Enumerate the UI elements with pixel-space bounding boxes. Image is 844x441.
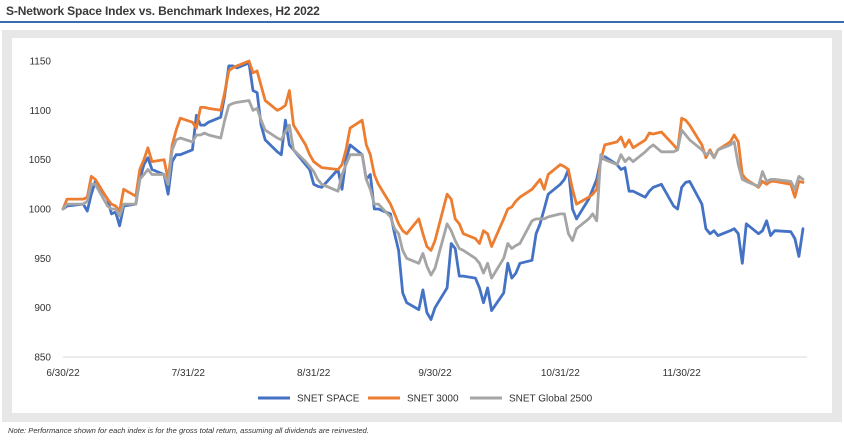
chart-panel: 850 900 950 1000 1050 1100 1150 6/30/22 7/31/22…: [2, 30, 842, 422]
series-line-snet-global-2500: [61, 99, 805, 280]
x-tick-label: 6/30/22: [46, 368, 80, 379]
series-lines: [61, 59, 805, 321]
x-axis: 6/30/22 7/31/22 8/31/22 9/30/22 10/31/22 11/3…: [46, 368, 701, 379]
y-tick-label: 1000: [29, 205, 52, 216]
y-tick-label: 1050: [29, 155, 52, 166]
legend-item-snet-global-2500: SNET Global 2500: [470, 394, 593, 405]
legend-item-snet-3000: SNET 3000: [368, 394, 459, 405]
legend-label-snet-3000: SNET 3000: [407, 394, 459, 405]
legend-label-snet-global-2500: SNET Global 2500: [509, 394, 593, 405]
x-tick-label: 7/31/22: [172, 368, 206, 379]
title-rule: [0, 21, 844, 23]
plot-area: 850 900 950 1000 1050 1100 1150 6/30/22 7/31/22…: [12, 38, 832, 413]
y-tick-label: 900: [34, 303, 51, 314]
footnote: Note: Performance shown for each index i…: [8, 426, 369, 435]
figure-title: S-Network Space Index vs. Benchmark Inde…: [6, 4, 320, 18]
y-tick-label: 1100: [29, 106, 51, 117]
y-tick-label: 850: [34, 353, 51, 364]
y-tick-label: 950: [34, 254, 51, 265]
legend-item-snet-space: SNET SPACE: [258, 394, 360, 405]
x-tick-label: 11/30/22: [663, 368, 702, 379]
y-axis: 850 900 950 1000 1050 1100 1150: [29, 57, 52, 364]
x-tick-label: 9/30/22: [418, 368, 452, 379]
series-line-snet-3000: [61, 59, 805, 252]
series-line-snet-space: [61, 61, 805, 321]
line-chart: 850 900 950 1000 1050 1100 1150 6/30/22 7/31/22…: [29, 57, 807, 405]
y-tick-label: 1150: [29, 57, 51, 68]
x-tick-label: 10/31/22: [541, 368, 580, 379]
x-tick-label: 8/31/22: [297, 368, 331, 379]
legend: SNET SPACE SNET 3000 SNET Global 2500: [258, 394, 593, 405]
legend-label-snet-space: SNET SPACE: [297, 394, 360, 405]
